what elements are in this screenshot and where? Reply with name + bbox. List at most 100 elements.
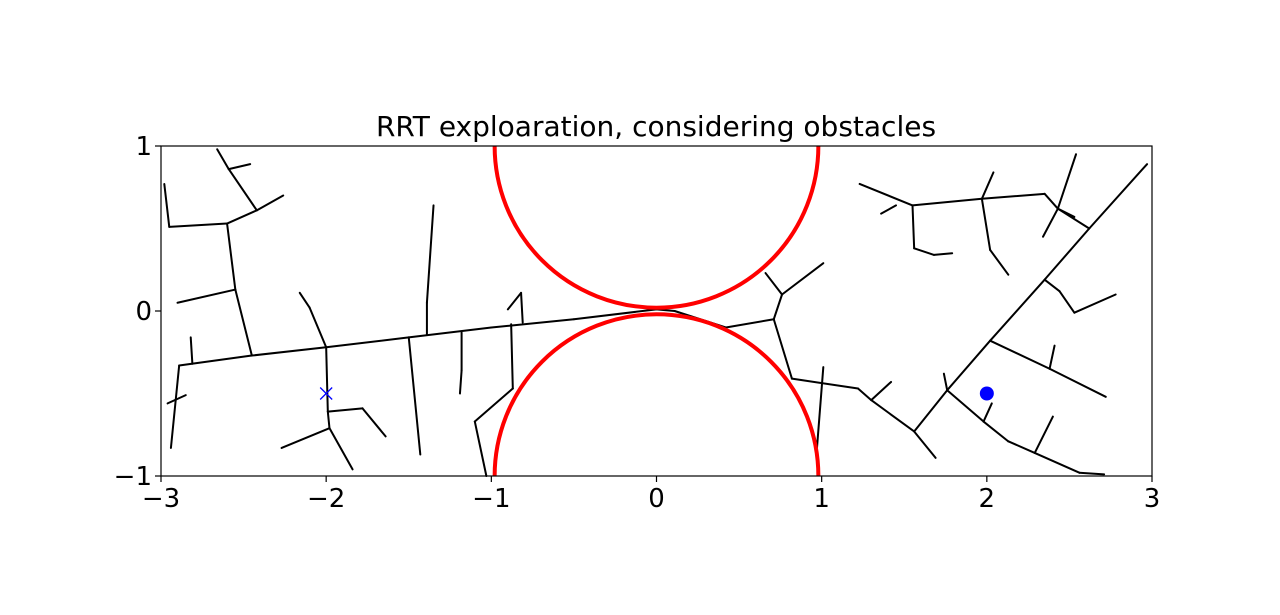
markers [319,386,994,401]
tree-edge [946,339,992,392]
tree-edge [790,377,860,390]
tree-edge [911,204,916,250]
tree-edge [361,407,387,438]
x-tick-label: −1 [472,484,510,514]
tree-edge [168,222,229,228]
x-tick-label: 0 [648,484,665,514]
tree-edge [216,148,230,171]
tree-edge [325,346,329,413]
tree-edge [1043,227,1091,281]
tree-edge [280,427,331,449]
tree-edge [815,366,825,453]
tree-edge [980,197,992,251]
tree-edge [234,288,253,357]
x-tick-label: 1 [813,484,830,514]
y-tick-label: −1 [114,462,152,492]
tree-edge [1043,278,1061,293]
tree-edge [250,346,328,357]
tree-edge [1007,440,1036,454]
tree-edge [980,192,1046,200]
tree-edge [857,387,873,402]
tree-edge [982,402,993,423]
tree-edge [226,209,258,225]
tree-edge [1043,192,1059,210]
tree-edge [764,272,784,296]
tree-edge [298,291,311,309]
tree-edge [1033,451,1081,474]
tree-edge [1048,367,1107,398]
tree-edge [166,394,187,405]
tree-edge [178,354,253,367]
tree-edge [407,336,422,456]
tree-edge [858,182,914,207]
tree-edge [407,326,493,339]
x-axis-ticks: −3 −2 −1 0 1 2 3 [142,476,1160,514]
tree-edge [189,336,194,365]
tree-edge [911,197,983,207]
start-dot-marker [979,386,994,401]
tree-edge [772,318,793,380]
tree-edge [942,372,949,392]
tree-edge [1078,471,1106,476]
tree-edge [870,380,893,402]
tree-edge [932,252,954,256]
tree-edge [255,194,285,212]
tree-edge [308,306,328,349]
x-tick-label: 2 [979,484,996,514]
tree-edge [989,248,1010,276]
tree-edge [1048,344,1056,370]
tree-edge [227,163,252,171]
tree-edge [946,389,985,423]
x-tick-label: −3 [142,484,180,514]
tree-edge [473,420,488,477]
tree-edge [1056,153,1078,210]
tree-edge [913,247,935,256]
tree-edge [1056,207,1076,218]
tree-edge [520,291,524,324]
tree-edge [772,293,784,321]
tree-edge [227,168,258,212]
tree-edge [1041,207,1059,238]
tree-edge [506,291,523,311]
y-axis-ticks: −1 0 1 [114,132,161,492]
tree-edge [982,420,1010,443]
tree-edge [781,262,825,296]
tree-edge [176,288,237,304]
y-tick-label: 1 [135,132,152,162]
tree-edge [326,407,364,413]
tree-edge [473,387,514,423]
upper-obstacle [492,146,821,310]
chart-title: RRT exploaration, considering obstacles [376,110,936,143]
rrt-tree [163,148,1149,477]
tree-edge [325,336,410,349]
tree-edge [913,389,949,433]
tree-edge [880,204,897,215]
tree-edge [989,278,1046,342]
tree-edge [328,427,354,471]
tree-edge [163,182,171,228]
tree-edge [989,339,1051,370]
tree-edge [1033,415,1054,454]
tree-edge [1088,163,1149,230]
tree-edge [169,364,181,449]
x-tick-label: 3 [1144,484,1161,514]
tree-edge [724,318,775,329]
tree-edge [510,323,514,390]
y-tick-label: 0 [135,297,152,327]
tree-edge [980,171,995,200]
lower-obstacle [492,312,821,476]
tree-edge [913,430,937,459]
goal-x-marker [319,387,333,400]
tree-edge [870,399,916,433]
tree-edge [226,222,237,291]
tree-edge [458,369,463,395]
tree-edge [490,318,575,329]
tree-edge [326,410,331,430]
tree-edge [1058,290,1076,314]
tree-edge [1073,293,1117,314]
axes-frame [160,145,1153,477]
tree-edge [572,308,658,321]
obstacles [492,146,821,476]
x-tick-label: −2 [307,484,345,514]
